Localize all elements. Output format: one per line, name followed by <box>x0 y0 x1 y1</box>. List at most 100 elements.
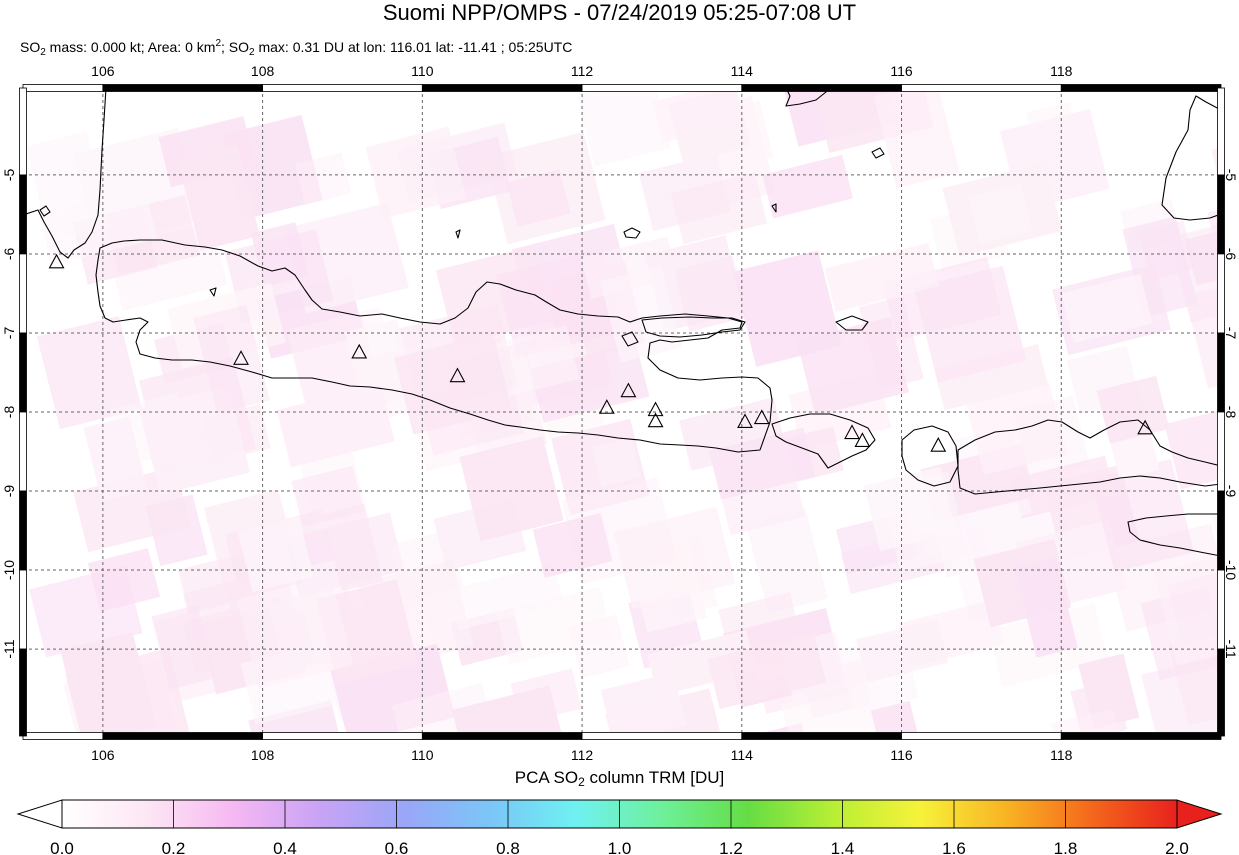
y-tick-label-left: -8 <box>1 406 17 419</box>
x-tick-label-bottom: 106 <box>91 747 115 760</box>
coastline-islet-a <box>39 205 51 217</box>
map-title: Suomi NPP/OMPS - 07/24/2019 05:25-07:08 … <box>382 0 857 25</box>
frame-bar-left <box>19 87 27 176</box>
frame-bar-top <box>102 84 264 92</box>
colorbar-title-suffix: column TRM [DU] <box>584 768 725 787</box>
so2-retrieval-cell <box>193 304 271 414</box>
so2-retrieval-cell <box>365 126 467 219</box>
so2-retrieval-cell <box>151 604 216 690</box>
frame-bar-bottom <box>1060 732 1222 740</box>
so2-retrieval-cell <box>485 131 606 245</box>
so2-retrieval-cell <box>576 88 671 167</box>
so2-retrieval-cell <box>1153 546 1221 666</box>
y-tick-label-left: -5 <box>1 168 17 181</box>
subtitle-max-prefix: ; SO <box>221 39 250 55</box>
frame-bar-right <box>1217 411 1225 492</box>
so2-retrieval-cell <box>60 632 157 736</box>
so2-retrieval-cell <box>459 436 564 542</box>
x-tick-label-bottom: 116 <box>890 747 913 760</box>
y-tick-label-right: -5 <box>1223 169 1239 182</box>
so2-retrieval-cell <box>873 88 960 189</box>
frame-bar-top <box>581 84 743 92</box>
colorbar-title: PCA SO2 column TRM [DU] <box>0 768 1239 792</box>
y-tick-label-right: -10 <box>1223 560 1239 580</box>
volcano-triangle-icon <box>844 424 860 440</box>
so2-retrieval-cell <box>762 154 854 219</box>
map-subtitle: SO2 mass: 0.000 kt; Area: 0 km2; SO2 max… <box>20 36 572 61</box>
colorbar-tick-label: 1.6 <box>942 839 966 855</box>
so2-retrieval-cell <box>29 565 143 658</box>
frame-bar-left <box>19 332 27 413</box>
coastline-kangean <box>835 315 869 331</box>
x-tick-label-bottom: 118 <box>1050 747 1073 760</box>
frame-bar-top <box>421 84 583 92</box>
so2-retrieval-cell <box>394 333 513 435</box>
so2-retrieval-cell <box>780 680 896 736</box>
frame-bar-left <box>19 569 27 650</box>
so2-retrieval-cell <box>670 172 768 245</box>
frame-bar-top <box>262 84 423 92</box>
coastline-islet-d <box>771 203 777 213</box>
subtitle-max-sub: 2 <box>249 47 255 58</box>
colorbar-title-prefix: PCA SO <box>514 768 579 787</box>
x-tick-label-top: 118 <box>1050 63 1073 79</box>
y-tick-label-left: -6 <box>1 248 17 261</box>
so2-retrieval-cell <box>451 685 565 736</box>
so2-retrieval-cell <box>708 427 816 500</box>
so2-retrieval-cell <box>1061 273 1153 344</box>
coastline-karimunjawa <box>623 227 641 239</box>
frame-bar-right <box>1217 569 1225 650</box>
so2-retrieval-cell <box>236 575 354 689</box>
so2-retrieval-cell <box>276 384 395 468</box>
colorbar-tick-label: 1.2 <box>719 839 743 855</box>
colorbar: 0.0 0.2 0.4 0.6 0.8 1.0 1.2 1.4 1.6 1.8 2.0 <box>16 799 1223 855</box>
y-tick-label-right: -11 <box>1223 639 1239 658</box>
frame-bar-bottom <box>22 732 104 740</box>
coastline-bali <box>771 413 876 469</box>
frame-bar-right <box>1217 332 1225 413</box>
so2-retrieval-cell <box>83 416 148 502</box>
so2-retrieval-cell <box>591 437 642 488</box>
frame-bar-left <box>19 411 27 492</box>
colorbar-low-extend <box>16 799 63 829</box>
coastline-islet-c <box>455 229 461 239</box>
frame-bar-bottom <box>581 732 743 740</box>
y-tick-label-left: -9 <box>1 485 17 498</box>
so2-retrieval-cell <box>652 88 739 143</box>
y-tick-label-right: -7 <box>1223 327 1239 340</box>
frame-bar-right <box>1217 648 1225 737</box>
colorbar-title-sub: 2 <box>578 775 585 789</box>
volcano-triangle-icon <box>598 399 615 414</box>
colorbar-tick-label: 0.2 <box>162 839 186 855</box>
frame-bar-right <box>1217 490 1225 571</box>
coastline-madura <box>641 316 746 338</box>
so2-retrieval-cell <box>36 315 142 430</box>
x-tick-label-top: 116 <box>890 63 913 79</box>
x-tick-label-top: 106 <box>91 63 115 79</box>
so2-retrieval-cell <box>39 188 158 266</box>
so2-retrieval-cell <box>824 242 940 312</box>
volcano-triangle-icon <box>930 437 947 452</box>
so2-retrieval-cell <box>732 250 842 367</box>
so2-retrieval-cell <box>968 184 1032 244</box>
subtitle-max-text: max: 0.31 DU at lon: 116.01 lat: -11.41 … <box>254 39 573 55</box>
map-frame-ticks <box>19 84 1225 740</box>
colorbar-tick-label: 2.0 <box>1165 839 1189 855</box>
x-tick-label-top: 110 <box>411 63 434 79</box>
so2-retrieval-cell <box>391 682 495 736</box>
colorbar-tick-label: 1.8 <box>1054 839 1078 855</box>
y-tick-label-left: -11 <box>1 639 17 658</box>
so2-retrieval-cell <box>707 632 827 710</box>
colorbar-tick-label: 0.0 <box>50 839 74 855</box>
coastline-sumba <box>1127 513 1221 557</box>
frame-bar-top <box>741 84 902 92</box>
volcano-triangle-icon <box>351 343 368 359</box>
so2-retrieval-cell <box>1091 458 1195 573</box>
frame-bar-bottom <box>421 732 583 740</box>
so2-retrieval-cell <box>388 529 464 602</box>
so2-retrieval-cell <box>177 145 260 251</box>
x-tick-label-top: 108 <box>251 63 275 79</box>
colorbar-tick-label: 1.4 <box>831 839 855 855</box>
so2-retrieval-cell <box>1164 409 1221 490</box>
frame-bar-top <box>22 84 104 92</box>
